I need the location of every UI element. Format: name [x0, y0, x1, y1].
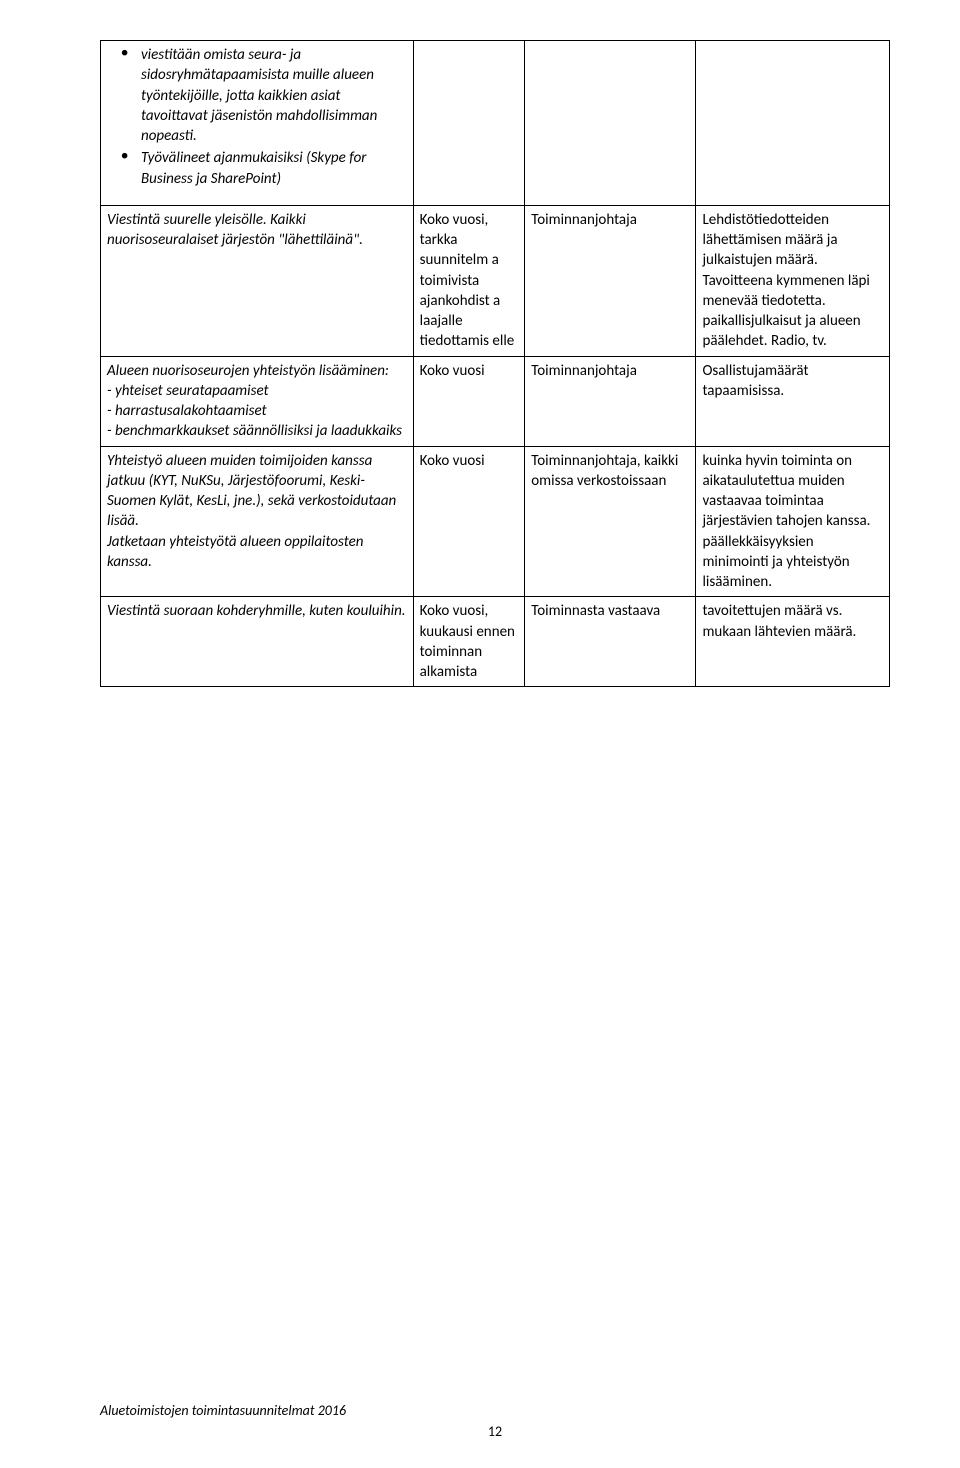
cell-text: Toiminnasta vastaava	[531, 602, 660, 620]
cell-text: Osallistujamäärät tapaamisissa.	[702, 362, 808, 400]
bullet-text: Työvälineet ajanmukaisiksi (Skype for Bu…	[141, 149, 366, 187]
list-item: viestitään omista seura- ja sidosryhmäta…	[125, 45, 407, 146]
bullet-list: viestitään omista seura- ja sidosryhmäta…	[107, 45, 407, 189]
cell-text: kuinka hyvin toiminta on aikataulutettua…	[702, 452, 870, 592]
cell-text: tavoitettujen määrä vs. mukaan lähtevien…	[702, 602, 856, 640]
cell-text: Lehdistötiedotteiden lähettämisen määrä …	[702, 211, 869, 351]
cell-r4c3: tavoitettujen määrä vs. mukaan lähtevien…	[696, 597, 890, 687]
cell-text: Koko vuosi	[420, 362, 485, 380]
cell-r2c1: Koko vuosi	[413, 356, 525, 446]
cell-r0c1	[413, 41, 525, 206]
cell-r1c1: Koko vuosi, tarkka suunnitelm a toimivis…	[413, 205, 525, 356]
cell-r0c2	[525, 41, 696, 206]
cell-r4c0: Viestintä suoraan kohderyhmille, kuten k…	[101, 597, 414, 687]
cell-text: Toiminnanjohtaja, kaikki omissa verkosto…	[531, 452, 678, 490]
cell-r0c0: viestitään omista seura- ja sidosryhmäta…	[101, 41, 414, 206]
cell-text: Koko vuosi	[420, 452, 485, 470]
cell-r2c3: Osallistujamäärät tapaamisissa.	[696, 356, 890, 446]
page-footer: Aluetoimistojen toimintasuunnitelmat 201…	[100, 1402, 890, 1440]
cell-r3c2: Toiminnanjohtaja, kaikki omissa verkosto…	[525, 446, 696, 597]
cell-text: Koko vuosi, kuukausi ennen toiminnan alk…	[420, 602, 515, 681]
table-row: Yhteistyö alueen muiden toimijoiden kans…	[101, 446, 890, 597]
line: - yhteiset seuratapaamiset	[107, 381, 407, 401]
cell-r3c1: Koko vuosi	[413, 446, 525, 597]
cell-r1c0: Viestintä suurelle yleisölle. Kaikki nuo…	[101, 205, 414, 356]
cell-r4c2: Toiminnasta vastaava	[525, 597, 696, 687]
cell-r1c3: Lehdistötiedotteiden lähettämisen määrä …	[696, 205, 890, 356]
cell-text: Yhteistyö alueen muiden toimijoiden kans…	[107, 452, 396, 571]
cell-r3c3: kuinka hyvin toiminta on aikataulutettua…	[696, 446, 890, 597]
document-page: viestitään omista seura- ja sidosryhmäta…	[0, 0, 960, 1468]
cell-text: Koko vuosi, tarkka suunnitelm a toimivis…	[420, 211, 515, 351]
page-number: 12	[100, 1423, 890, 1440]
cell-r3c0: Yhteistyö alueen muiden toimijoiden kans…	[101, 446, 414, 597]
line: Alueen nuorisoseurojen yhteistyön lisääm…	[107, 361, 407, 381]
cell-text: Toiminnanjohtaja	[531, 211, 637, 229]
spacer	[107, 191, 407, 201]
cell-r2c2: Toiminnanjohtaja	[525, 356, 696, 446]
bullet-text: viestitään omista seura- ja sidosryhmäta…	[141, 46, 377, 145]
table-row: Viestintä suoraan kohderyhmille, kuten k…	[101, 597, 890, 687]
content-table: viestitään omista seura- ja sidosryhmäta…	[100, 40, 890, 687]
table-row: Viestintä suurelle yleisölle. Kaikki nuo…	[101, 205, 890, 356]
table-row: viestitään omista seura- ja sidosryhmäta…	[101, 41, 890, 206]
cell-text: Viestintä suurelle yleisölle. Kaikki nuo…	[107, 211, 363, 249]
cell-text: Viestintä suoraan kohderyhmille, kuten k…	[107, 602, 406, 620]
cell-r0c3	[696, 41, 890, 206]
table-row: Alueen nuorisoseurojen yhteistyön lisääm…	[101, 356, 890, 446]
cell-r2c0: Alueen nuorisoseurojen yhteistyön lisääm…	[101, 356, 414, 446]
footer-left-text: Aluetoimistojen toimintasuunnitelmat 201…	[100, 1402, 890, 1419]
cell-r1c2: Toiminnanjohtaja	[525, 205, 696, 356]
list-item: Työvälineet ajanmukaisiksi (Skype for Bu…	[125, 148, 407, 189]
line: - harrastusalakohtaamiset	[107, 401, 407, 421]
cell-text: Toiminnanjohtaja	[531, 362, 637, 380]
line: - benchmarkkaukset säännöllisiksi ja laa…	[107, 421, 407, 441]
cell-r4c1: Koko vuosi, kuukausi ennen toiminnan alk…	[413, 597, 525, 687]
